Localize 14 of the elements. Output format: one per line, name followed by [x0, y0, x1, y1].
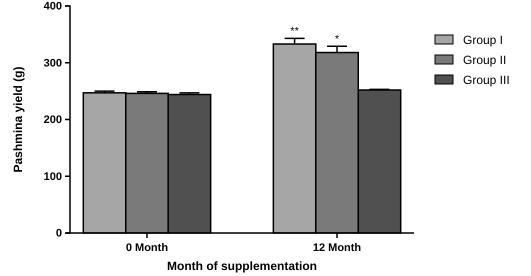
legend-label: Group III	[463, 73, 510, 87]
legend-label: Group II	[463, 53, 506, 67]
y-tick-label: 400	[44, 0, 62, 13]
x-tick-label: 12 Month	[312, 242, 362, 254]
legend-label: Group I	[463, 33, 504, 47]
x-axis-title: Month of supplementation	[167, 259, 317, 273]
annotation: *	[334, 33, 340, 46]
y-axis-title: Pashmina yield (g)	[11, 66, 25, 173]
y-tick-label: 200	[44, 114, 62, 126]
y-tick-label: 300	[44, 57, 62, 70]
annotation: **	[290, 25, 300, 38]
y-tick-label: 0	[56, 228, 62, 240]
x-tick-label: 0 Month	[126, 242, 168, 254]
y-tick-label: 100	[44, 170, 62, 183]
